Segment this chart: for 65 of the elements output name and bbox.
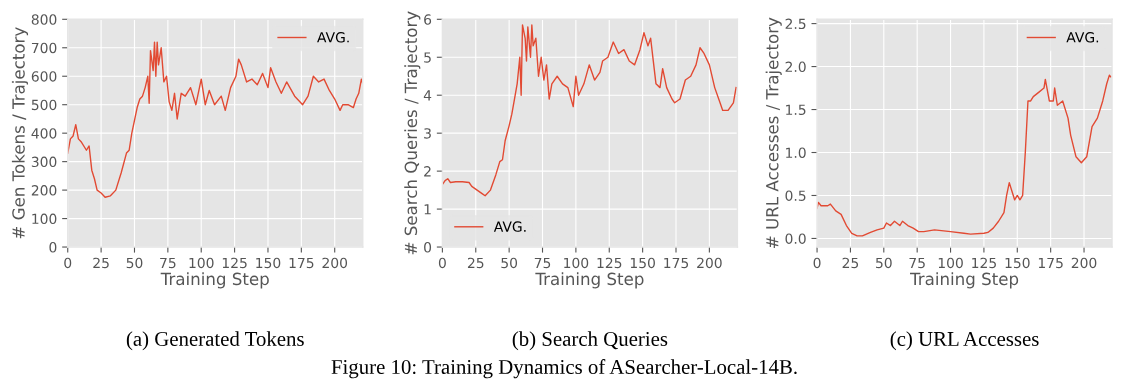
x-axis-title: Training Step	[160, 272, 269, 289]
x-tick-label: 175	[289, 257, 314, 269]
y-tick-label: 4	[423, 90, 432, 101]
y-tick-label: 3	[424, 128, 431, 139]
x-tick-label: 125	[972, 257, 996, 269]
x-tick-label: 150	[630, 257, 655, 269]
x-tick-label: 50	[876, 257, 892, 269]
y-tick-label: 1	[424, 204, 431, 215]
y-tick-label: 0.0	[785, 233, 806, 244]
y-tick-label: 500	[31, 99, 57, 111]
x-tick-label: 125	[222, 257, 247, 269]
x-tick-label: 175	[1038, 257, 1063, 269]
x-tick-label: 200	[697, 257, 722, 269]
y-tick-label: 2.5	[785, 18, 806, 30]
text: (a) Generated Tokens	[126, 331, 304, 351]
x-tick-label: 100	[938, 257, 963, 269]
x-axis-title: Training Step	[535, 272, 644, 289]
y-tick-label: 300	[31, 156, 57, 168]
x-tick-label: 75	[909, 257, 925, 269]
x-tick-label: 0	[438, 257, 446, 269]
y-tick-label: 6	[424, 14, 432, 25]
y-tick-label: 1.5	[786, 104, 806, 116]
y-tick-label: 0	[424, 242, 432, 253]
x-tick-label: 150	[256, 257, 281, 269]
y-axis-title: # Gen Tokens / Trajectory	[11, 27, 29, 239]
x-tick-label: 0	[64, 257, 72, 269]
x-tick-label: 100	[189, 257, 214, 269]
y-axis-title: # Search Queries / Trajectory	[404, 11, 421, 255]
x-tick-label: 25	[93, 257, 109, 269]
x-tick-label: 75	[534, 257, 551, 269]
text: (b) Search Queries	[512, 331, 668, 351]
x-tick-label: 50	[501, 257, 518, 269]
y-tick-label: 100	[32, 213, 57, 225]
x-tick-label: 200	[1071, 257, 1097, 269]
x-tick-label: 200	[322, 257, 348, 269]
x-tick-label: 150	[1005, 257, 1030, 269]
x-tick-label: 25	[842, 257, 859, 269]
y-axis-title: # URL Accesses / Trajectory	[765, 17, 782, 248]
y-tick-label: 2	[424, 166, 431, 177]
x-tick-label: 0	[813, 257, 821, 269]
y-tick-label: 400	[31, 128, 57, 139]
y-tick-label: 0	[49, 242, 57, 253]
x-tick-label: 50	[126, 257, 143, 269]
text: (c) URL Accesses	[890, 331, 1039, 351]
y-tick-label: 700	[31, 42, 57, 54]
line-series	[817, 74, 1112, 237]
y-tick-label: 0.5	[785, 190, 806, 201]
x-tick-label: 175	[664, 257, 689, 269]
x-tick-label: 125	[597, 257, 622, 269]
legend-label: AVG.	[493, 221, 526, 232]
y-tick-label: 2.0	[785, 61, 806, 73]
line-series	[67, 41, 363, 198]
y-tick-label: 800	[31, 14, 57, 25]
x-axis-title: Training Step	[910, 272, 1019, 289]
x-tick-label: 100	[564, 257, 589, 269]
y-tick-label: 600	[31, 71, 57, 82]
x-tick-label: 75	[160, 257, 176, 269]
y-tick-label: 5	[424, 52, 431, 63]
caption: Figure 10: Training Dynamics of ASearcher-Local-14B.	[331, 359, 797, 379]
y-tick-label: 200	[31, 185, 57, 196]
legend-label: AVG.	[317, 32, 349, 43]
line-series	[442, 24, 737, 197]
y-tick-label: 1.0	[786, 147, 806, 158]
x-tick-label: 25	[467, 257, 484, 269]
legend-label: AVG.	[1066, 32, 1099, 43]
